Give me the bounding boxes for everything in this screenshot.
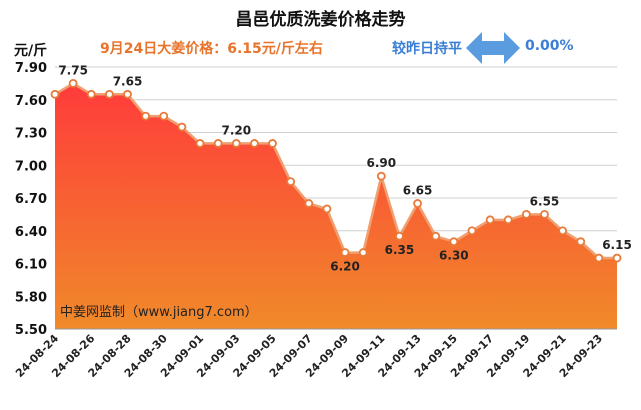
data-point xyxy=(376,171,386,181)
data-point xyxy=(340,248,350,257)
data-point xyxy=(467,226,477,236)
data-label: 6.55 xyxy=(530,194,560,208)
data-point xyxy=(485,215,495,225)
data-label: 7.20 xyxy=(221,123,251,137)
data-point xyxy=(141,111,151,121)
data-label: 6.20 xyxy=(330,260,360,274)
data-label: 6.35 xyxy=(385,243,415,257)
chart-title: 昌邑优质洗姜价格走势 xyxy=(235,10,406,30)
data-label: 6.65 xyxy=(403,183,433,197)
y-tick-label: 7.30 xyxy=(15,127,47,142)
data-point xyxy=(594,253,604,263)
data-point xyxy=(195,139,205,148)
data-label: 7.75 xyxy=(58,63,88,77)
data-label: 6.15 xyxy=(602,238,632,252)
data-point xyxy=(322,204,332,214)
data-point xyxy=(576,237,586,247)
data-labels: 7.75 7.65 7.20 6.20 6.90 6.35 6.65 6.30 6.55 6.15 xyxy=(58,63,631,273)
data-point xyxy=(50,89,60,99)
data-point xyxy=(395,231,404,241)
y-tick-label: 7.90 xyxy=(15,61,47,76)
data-markers xyxy=(50,78,622,263)
data-point xyxy=(413,199,422,208)
y-tick-label: 7.60 xyxy=(15,94,47,109)
data-point xyxy=(159,111,169,121)
data-point xyxy=(250,139,259,148)
data-label: 6.90 xyxy=(367,156,397,170)
data-point xyxy=(286,177,296,187)
data-point xyxy=(558,226,568,236)
data-point xyxy=(123,89,132,99)
data-point xyxy=(68,78,78,88)
data-point xyxy=(86,89,96,99)
price-area xyxy=(55,83,617,329)
y-tick-label: 5.80 xyxy=(15,290,47,305)
double-arrow-left-right-icon xyxy=(466,30,520,66)
y-axis-unit: 元/斤 xyxy=(14,43,48,59)
data-label: 7.65 xyxy=(113,74,143,88)
y-tick-label: 6.40 xyxy=(15,225,47,240)
data-point xyxy=(358,248,368,257)
data-point xyxy=(449,237,459,247)
data-point xyxy=(104,89,114,99)
change-percent: 0.00% xyxy=(525,38,574,54)
data-point xyxy=(612,253,622,263)
data-point xyxy=(431,231,441,241)
data-point xyxy=(503,215,513,225)
y-tick-label: 6.70 xyxy=(15,192,47,207)
data-point xyxy=(521,209,531,219)
y-tick-label: 6.10 xyxy=(15,258,47,273)
data-point xyxy=(268,139,277,148)
x-axis-ticks: 24-08-2424-08-2624-08-2824-08-3024-09-01… xyxy=(13,332,605,380)
watermark-text: 中姜网监制（www.jiang7.com） xyxy=(60,305,258,320)
data-point xyxy=(540,209,549,219)
data-point xyxy=(177,122,187,132)
data-point xyxy=(231,139,241,148)
price-subtitle: 9月24日大姜价格：6.15元/斤左右 xyxy=(100,41,323,57)
data-point xyxy=(213,139,223,148)
data-point xyxy=(304,199,314,208)
y-tick-label: 7.00 xyxy=(15,159,47,174)
change-label: 较昨日持平 xyxy=(392,41,462,57)
y-axis-ticks: 7.90 7.60 7.30 7.00 6.70 6.40 6.10 5.80 5.50 xyxy=(15,61,47,338)
y-tick-label: 5.50 xyxy=(15,323,47,338)
data-label: 6.30 xyxy=(439,249,469,263)
